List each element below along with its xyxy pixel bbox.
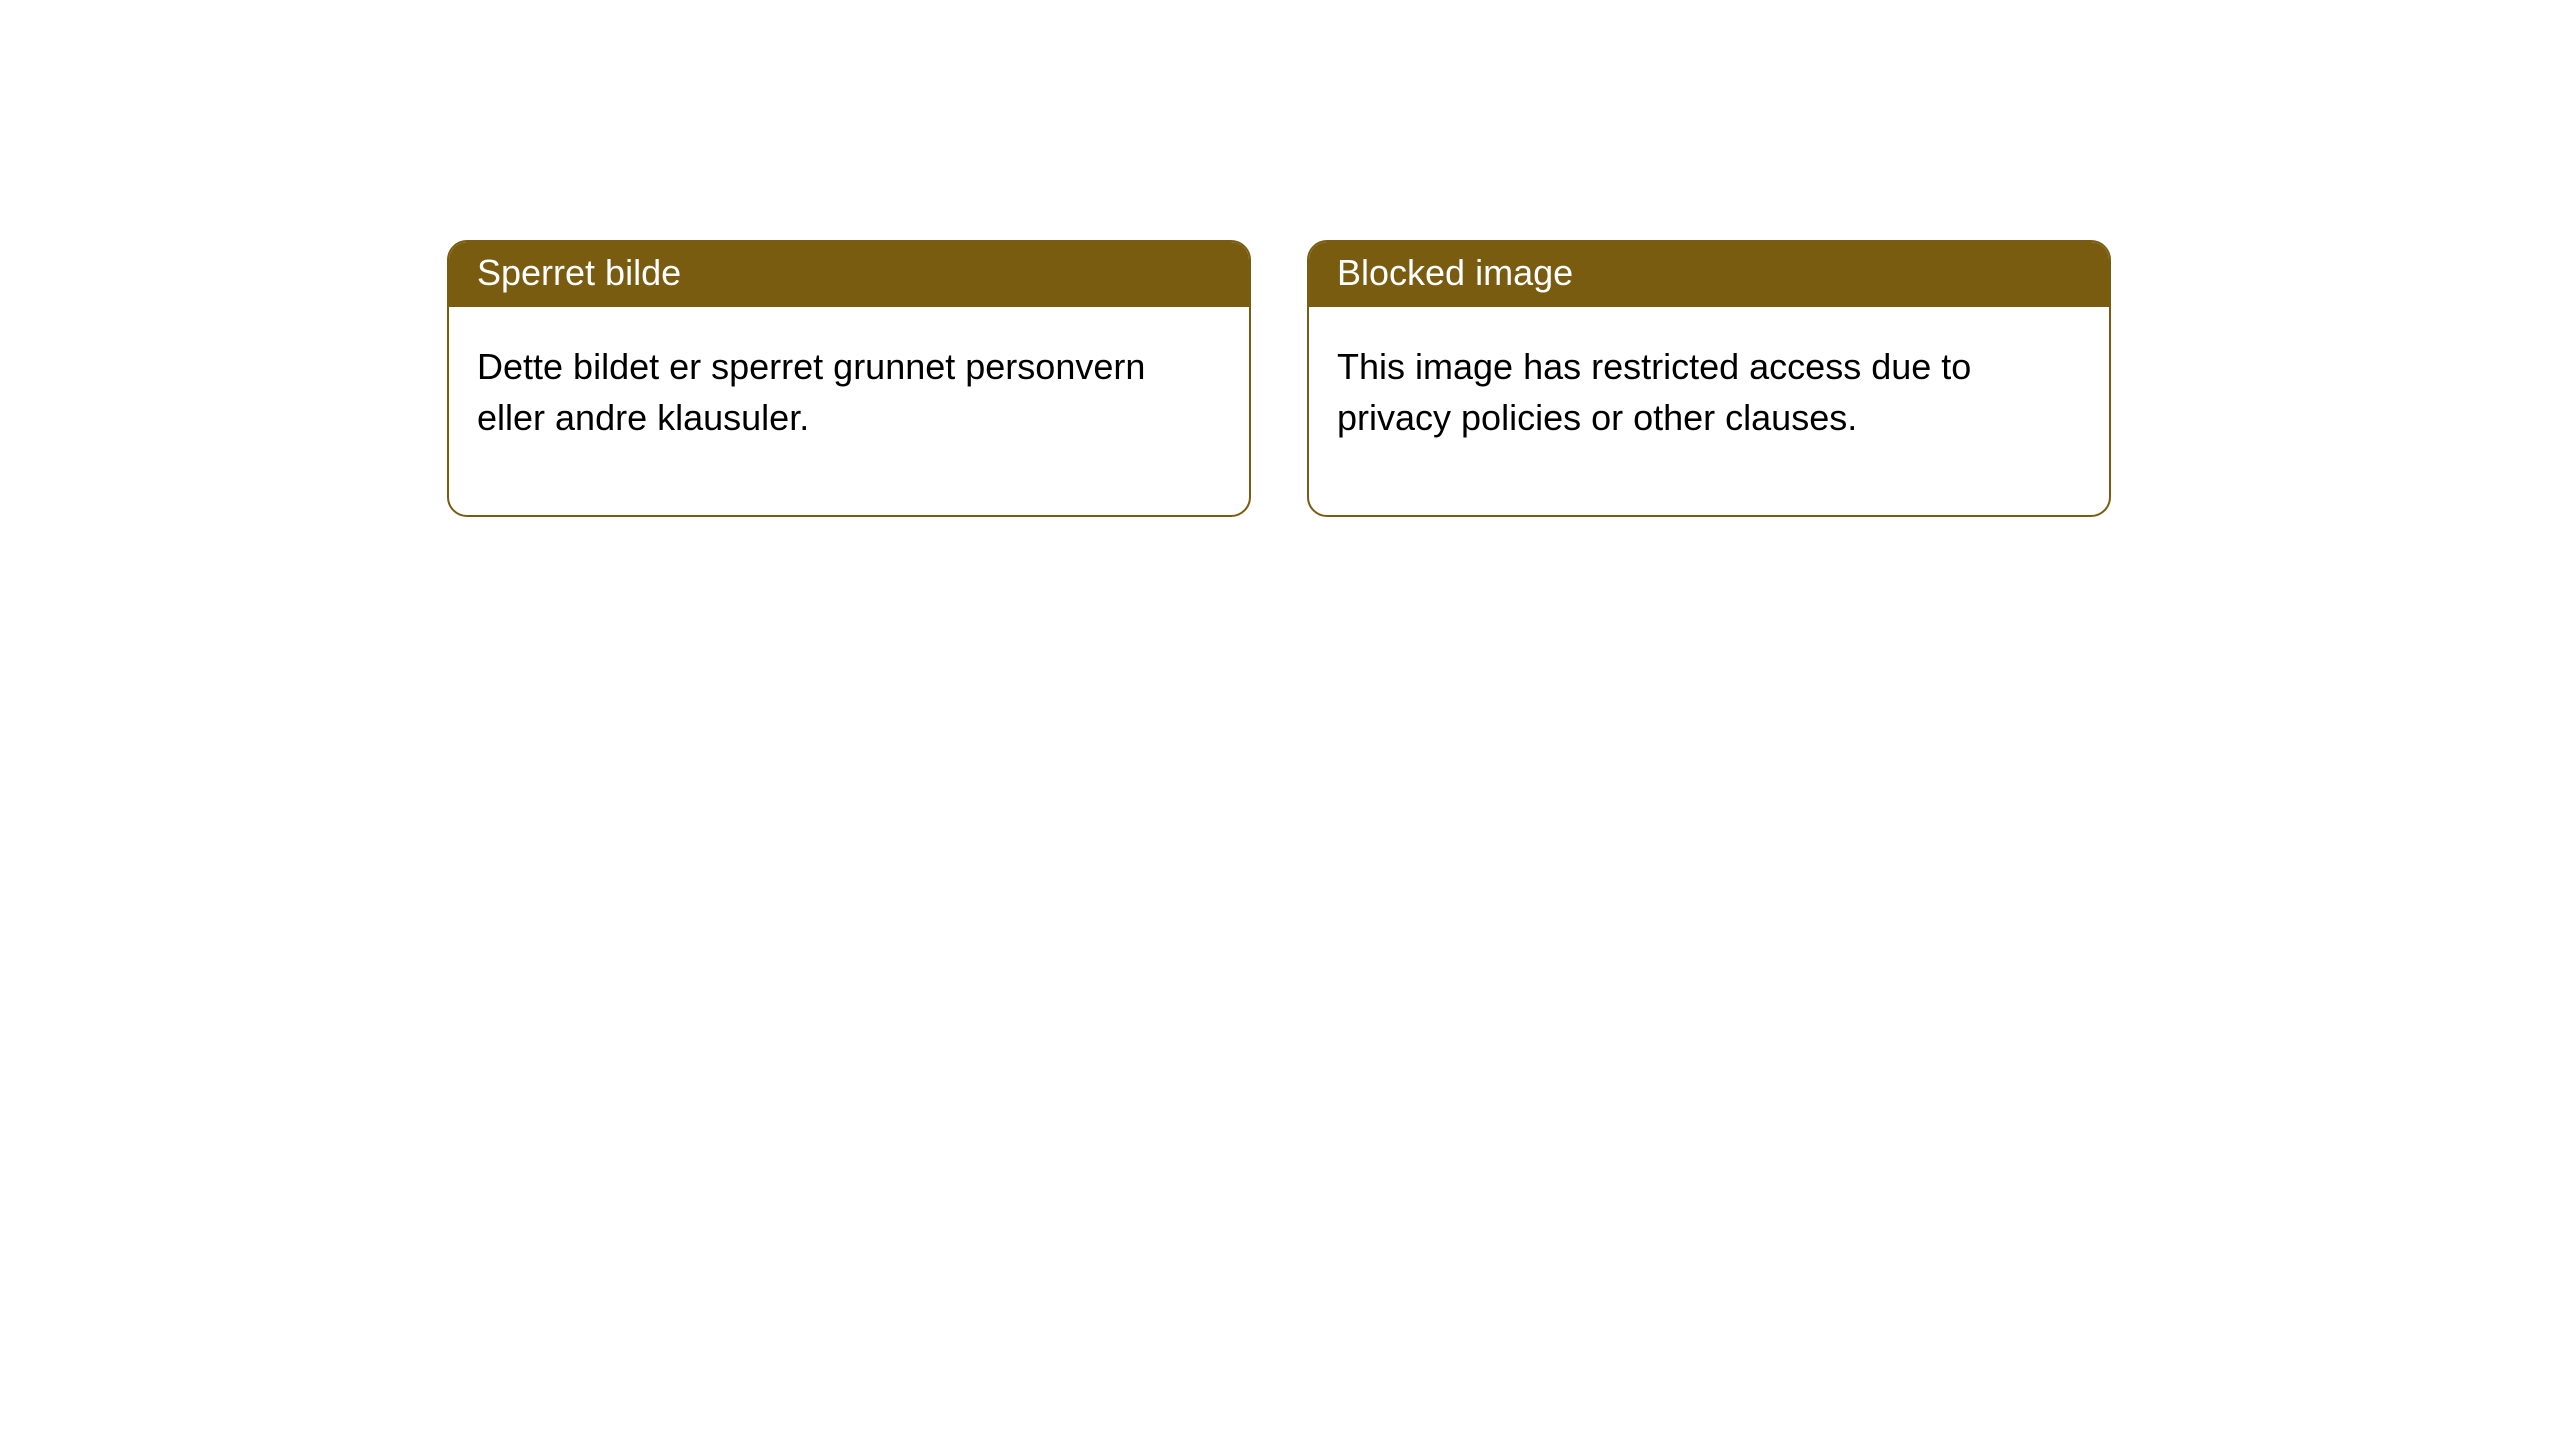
card-body: This image has restricted access due to … bbox=[1309, 307, 2109, 515]
card-header: Sperret bilde bbox=[449, 242, 1249, 307]
card-body-text: Dette bildet er sperret grunnet personve… bbox=[477, 346, 1145, 438]
card-body: Dette bildet er sperret grunnet personve… bbox=[449, 307, 1249, 515]
notice-cards-container: Sperret bilde Dette bildet er sperret gr… bbox=[447, 240, 2111, 517]
card-title: Sperret bilde bbox=[477, 252, 681, 293]
card-body-text: This image has restricted access due to … bbox=[1337, 346, 1971, 438]
card-title: Blocked image bbox=[1337, 252, 1573, 293]
notice-card-norwegian: Sperret bilde Dette bildet er sperret gr… bbox=[447, 240, 1251, 517]
notice-card-english: Blocked image This image has restricted … bbox=[1307, 240, 2111, 517]
card-header: Blocked image bbox=[1309, 242, 2109, 307]
